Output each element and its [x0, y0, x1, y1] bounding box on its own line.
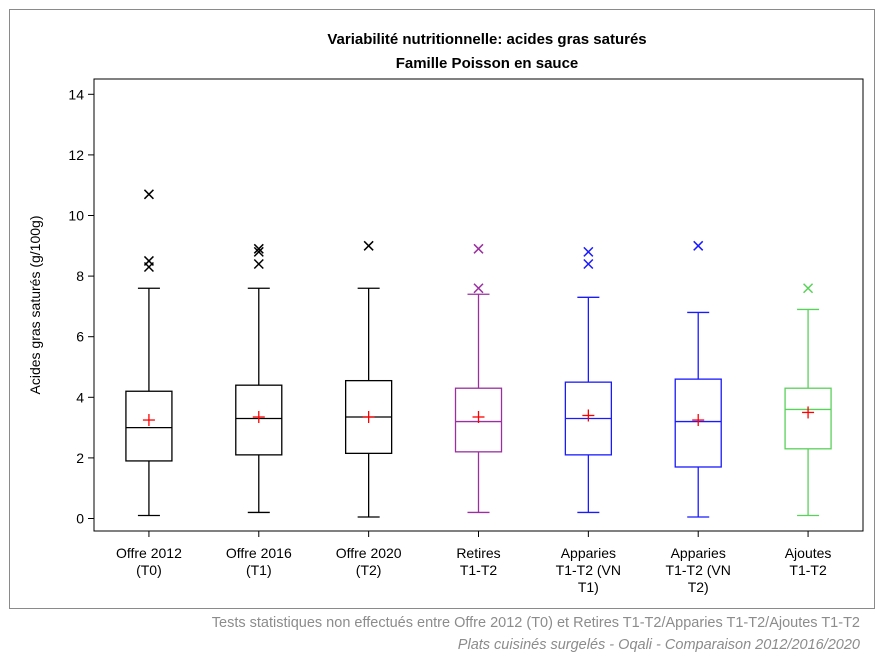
- box-iqr: [674, 378, 722, 468]
- outlier-stroke: [143, 189, 154, 200]
- x-tick-label: (T0): [136, 562, 162, 578]
- x-tick-label: T1-T2 (VN: [666, 562, 731, 578]
- x-tick-label: Offre 2016: [226, 545, 292, 561]
- mean-marker: [142, 414, 155, 427]
- outlier-point: [143, 255, 154, 266]
- outlier-point: [693, 240, 704, 251]
- chart-title: Variabilité nutritionnelle: acides gras …: [327, 31, 646, 48]
- outlier-stroke: [253, 258, 264, 270]
- mean-marker: [802, 406, 815, 419]
- y-tick-label: 4: [76, 389, 84, 405]
- box-group: [235, 243, 283, 514]
- x-tick-label: (T2): [356, 562, 382, 578]
- outlier-point: [253, 258, 264, 270]
- outlier-point: [803, 283, 814, 294]
- x-tick-label: T1): [578, 579, 599, 595]
- x-tick-label: (T1): [246, 562, 272, 578]
- x-tick-label: Apparies: [671, 545, 726, 561]
- x-tick-label: T1-T2: [460, 562, 498, 578]
- mean-marker: [252, 410, 265, 423]
- chart-subtitle: Famille Poisson en sauce: [396, 55, 579, 72]
- outlier-stroke: [583, 258, 594, 270]
- y-tick-label: 2: [76, 450, 84, 466]
- x-tick-label: T1-T2: [789, 562, 827, 578]
- outlier-point: [583, 246, 594, 257]
- y-axis: 0 2 4 6 8 10 12 14: [68, 86, 94, 527]
- y-tick-label: 0: [76, 511, 84, 527]
- outlier-stroke: [143, 255, 154, 266]
- outlier-point: [363, 240, 374, 251]
- y-tick-label: 10: [68, 208, 84, 224]
- outlier-point: [253, 243, 264, 254]
- box-iqr: [454, 387, 503, 453]
- x-tick-label: Apparies: [561, 545, 616, 561]
- outlier-point: [473, 283, 484, 294]
- y-tick-label: 12: [68, 147, 84, 163]
- box-group: [344, 240, 393, 518]
- x-tick-label: T1-T2 (VN: [556, 562, 621, 578]
- box-group: [564, 246, 613, 514]
- box-group: [784, 283, 832, 517]
- outlier-stroke: [693, 240, 704, 251]
- x-tick-label: Offre 2012: [116, 545, 182, 561]
- box-series: [125, 189, 832, 518]
- outlier-point: [143, 189, 154, 200]
- outlier-stroke: [803, 283, 814, 294]
- y-tick-label: 14: [68, 86, 84, 102]
- outlier-stroke: [473, 283, 484, 294]
- outlier-point: [473, 243, 484, 254]
- mean-marker: [362, 410, 375, 423]
- box-iqr: [125, 390, 173, 462]
- box-group: [125, 189, 173, 517]
- box-group: [674, 240, 722, 518]
- chart-frame: [9, 9, 875, 609]
- mean-marker: [582, 409, 595, 422]
- outlier-stroke: [583, 246, 594, 257]
- box-iqr: [235, 384, 283, 456]
- outlier-stroke: [253, 243, 264, 254]
- footnote-statistics: Tests statistiques non effectués entre O…: [211, 615, 860, 631]
- x-tick-label: T2): [688, 579, 709, 595]
- outlier-stroke: [253, 246, 264, 257]
- outlier-point: [253, 246, 264, 257]
- y-axis-title: Acides gras saturés (g/100g): [27, 216, 43, 395]
- outlier-stroke: [473, 243, 484, 254]
- box-group: [454, 243, 503, 514]
- y-tick-label: 6: [76, 329, 84, 345]
- x-tick-label: Ajoutes: [785, 545, 832, 561]
- outlier-stroke: [363, 240, 374, 251]
- x-tick-label: Retires: [456, 545, 500, 561]
- box-iqr: [784, 387, 832, 450]
- mean-marker: [692, 414, 705, 427]
- x-tick-label: Offre 2020: [336, 545, 402, 561]
- footnote-source: Plats cuisinés surgelés - Oqali - Compar…: [457, 637, 860, 653]
- mean-marker: [472, 410, 485, 423]
- x-axis: Offre 2012(T0) Offre 2016(T1) Offre 2020(T…: [116, 531, 831, 595]
- y-tick-label: 8: [76, 268, 84, 284]
- outlier-point: [583, 258, 594, 270]
